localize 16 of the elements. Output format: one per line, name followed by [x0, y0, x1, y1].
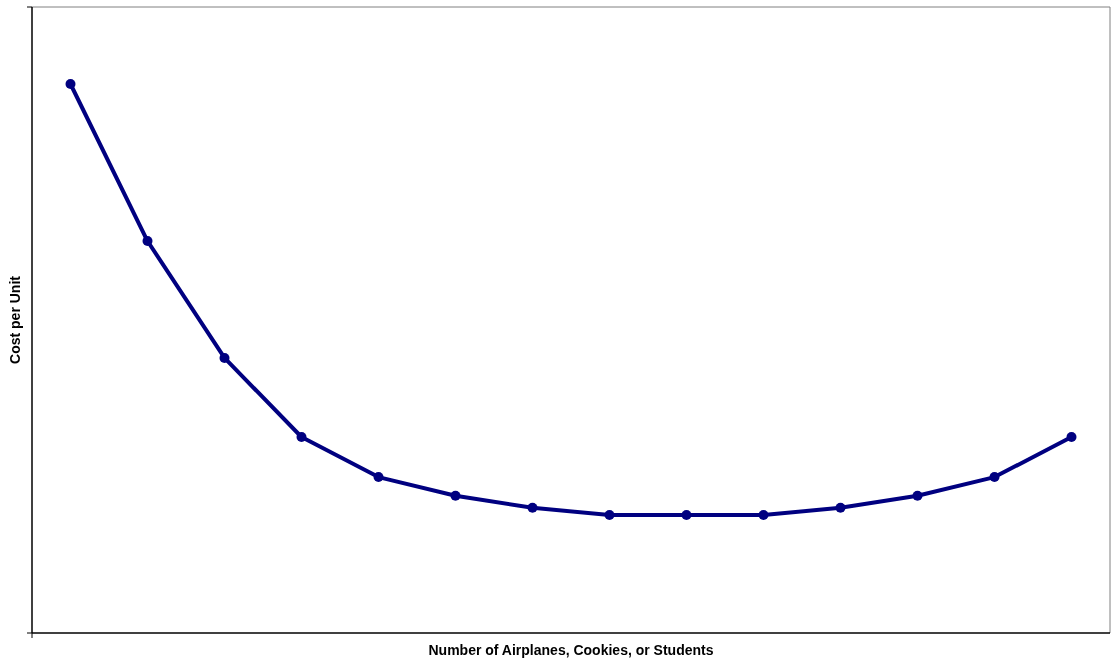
point — [373, 472, 384, 483]
point — [219, 352, 230, 363]
point — [65, 79, 76, 89]
point — [989, 472, 1000, 483]
point — [835, 502, 846, 513]
point — [142, 236, 153, 247]
point — [450, 490, 461, 501]
point — [604, 509, 615, 520]
point — [1066, 432, 1077, 443]
y-axis-title: Cost per Unit — [7, 275, 23, 364]
point — [912, 490, 923, 501]
point — [758, 509, 769, 520]
point — [296, 432, 307, 443]
point — [681, 509, 692, 520]
point — [527, 502, 538, 513]
x-axis-title: Number of Airplanes, Cookies, or Students — [428, 642, 714, 658]
